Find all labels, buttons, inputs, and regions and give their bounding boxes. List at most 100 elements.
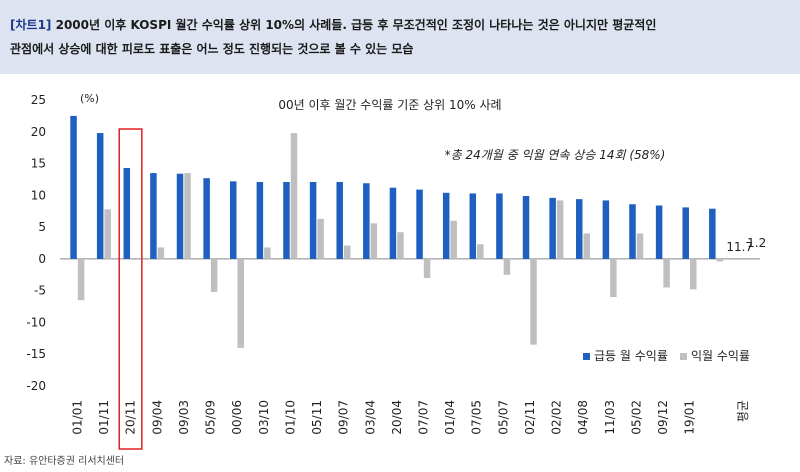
y-axis-unit-label: (%) — [80, 92, 99, 105]
header-title-text: 2000년 이후 KOSPI 월간 수익률 상위 10%의 사례들. 급등 후 … — [55, 18, 657, 32]
bar-next-month — [397, 232, 404, 259]
bar-surge-month — [283, 181, 290, 259]
x-tick-label: 01/01 — [71, 400, 85, 435]
bar-next-month — [556, 200, 564, 259]
bar-surge-month — [709, 208, 716, 259]
legend-label-next: 익월 수익률 — [691, 349, 750, 363]
legend-label-surge: 급등 월 수익률 — [594, 349, 668, 363]
y-tick-label: -15 — [26, 347, 46, 361]
bar-next-month — [290, 133, 298, 259]
x-tick-label: 20/04 — [390, 400, 404, 435]
bar-next-month — [237, 258, 245, 348]
y-tick-label: -5 — [34, 284, 46, 298]
bar-surge-month — [176, 173, 184, 259]
bar-surge-month — [442, 192, 450, 259]
bar-surge-month — [549, 197, 556, 259]
x-tick-label: 05/09 — [204, 400, 218, 435]
y-tick-label: 25 — [31, 93, 46, 107]
bar-surge-month — [469, 193, 477, 259]
x-tick-label: 09/03 — [177, 400, 191, 435]
header-title-line1: [차트1] 2000년 이후 KOSPI 월간 수익률 상위 10%의 사례들.… — [10, 14, 796, 36]
x-tick-label: 01/04 — [443, 400, 457, 435]
y-tick-label: -20 — [26, 379, 46, 393]
bar-surge-month — [70, 115, 77, 259]
bar-surge-month — [123, 168, 131, 259]
y-tick-label: 5 — [38, 220, 46, 234]
bar-surge-month — [602, 200, 610, 259]
x-tick-label: 05/11 — [310, 400, 324, 435]
bar-surge-month — [655, 205, 663, 259]
x-tick-label: 07/05 — [470, 400, 484, 435]
bar-surge-month — [629, 204, 636, 259]
highlight-box — [118, 128, 143, 450]
bar-next-month — [370, 223, 378, 259]
x-tick-label: 19/01 — [683, 400, 697, 435]
bar-surge-month — [522, 195, 530, 259]
x-tick-label: 01/11 — [97, 400, 111, 435]
bar-next-month — [343, 245, 351, 259]
bar-surge-month — [336, 181, 343, 259]
x-tick-label: 03/10 — [257, 400, 271, 435]
x-tick-label: 20/11 — [124, 400, 138, 435]
bar-surge-month — [363, 183, 370, 259]
x-tick-label: 05/07 — [496, 400, 510, 435]
bar-surge-month — [203, 178, 210, 259]
x-tick-label: 01/10 — [283, 400, 297, 435]
bar-surge-month — [576, 199, 583, 259]
chart-header: [차트1] 2000년 이후 KOSPI 월간 수익률 상위 10%의 사례들.… — [0, 0, 800, 74]
y-tick-label: -10 — [26, 315, 46, 329]
legend-swatch-next — [680, 353, 687, 360]
bar-surge-month — [150, 173, 157, 259]
x-tick-label: 03/04 — [363, 400, 377, 435]
x-tick-label: 02/02 — [550, 400, 564, 435]
bar-next-month — [157, 247, 165, 259]
bar-surge-month — [496, 193, 503, 259]
x-tick-label: 11/03 — [603, 400, 617, 435]
data-label-avg-surge: 11.7 — [726, 240, 753, 254]
y-tick-label: 15 — [31, 157, 46, 171]
x-tick-label: 05/02 — [629, 400, 643, 435]
x-tick-label: 09/12 — [656, 400, 670, 435]
bar-next-month — [450, 220, 457, 259]
bar-next-month — [636, 233, 644, 259]
bar-surge-month — [682, 207, 689, 259]
x-tick-label: 04/08 — [576, 400, 590, 435]
x-tick-label: 07/07 — [417, 400, 431, 435]
bar-next-month — [104, 209, 111, 259]
chart-tag: [차트1] — [10, 18, 52, 32]
bar-surge-month — [230, 181, 237, 259]
bar-surge-month — [256, 181, 264, 259]
bar-next-month — [663, 258, 670, 288]
data-label-avg-next: 1.2 — [747, 236, 766, 250]
source-note: 자료: 유안타증권 리서치센터 — [4, 456, 125, 467]
bar-next-month — [317, 218, 324, 259]
bar-next-month — [210, 258, 218, 292]
y-tick-label: 20 — [31, 125, 46, 139]
x-tick-label: 00/06 — [230, 400, 244, 435]
bar-surge-month — [309, 181, 317, 259]
bar-next-month — [583, 233, 591, 259]
bar-next-month — [530, 258, 537, 345]
bar-next-month — [264, 247, 271, 259]
bar-next-month — [77, 258, 85, 301]
bar-next-month — [503, 258, 511, 275]
x-tick-label: 09/07 — [337, 400, 351, 435]
y-tick-label: 10 — [31, 188, 46, 202]
legend-swatch-surge — [583, 353, 590, 360]
chart-annotation: *총 24개월 중 익월 연속 상승 14회 (58%) — [445, 148, 666, 162]
legend: 급등 월 수익률 익월 수익률 — [583, 349, 750, 363]
bar-next-month — [610, 258, 617, 298]
bar-next-month — [689, 258, 697, 290]
bar-next-month — [477, 244, 484, 259]
chart-title: 00년 이후 월간 수익률 기준 상위 10% 사례 — [278, 98, 501, 112]
bar-next-month — [423, 258, 431, 278]
x-tick-label: 09/04 — [150, 400, 164, 435]
bar-next-month — [184, 173, 191, 259]
x-tick-label: 평균 — [736, 400, 750, 422]
y-tick-label: 0 — [38, 252, 46, 266]
bar-surge-month — [389, 187, 397, 259]
bar-surge-month — [96, 133, 104, 259]
x-tick-label: 02/11 — [523, 400, 537, 435]
bar-surge-month — [416, 189, 423, 259]
bar-chart: 25 20 15 10 5 0 -5 -10 -15 -20 11.71.2 01/01 01/11… — [26, 92, 766, 450]
